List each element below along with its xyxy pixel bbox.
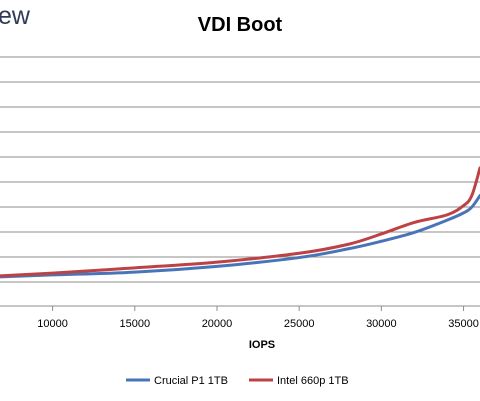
legend: Crucial P1 1TB Intel 660p 1TB xyxy=(126,375,349,387)
x-tick-label-2: 20000 xyxy=(202,318,233,330)
x-ticks: 10000 15000 20000 25000 30000 35000 xyxy=(37,306,479,330)
chart-title: VDI Boot xyxy=(0,14,480,37)
legend-label-0: Crucial P1 1TB xyxy=(154,375,228,387)
logo-text: ew xyxy=(0,2,30,30)
gridlines xyxy=(0,56,480,283)
legend-label-1: Intel 660p 1TB xyxy=(277,375,349,387)
x-tick-label-1: 15000 xyxy=(119,318,150,330)
x-axis-label: IOPS xyxy=(249,339,275,351)
series-line-0 xyxy=(0,194,480,279)
x-tick-label-3: 25000 xyxy=(284,318,315,330)
x-tick-label-0: 10000 xyxy=(37,318,68,330)
x-tick-label-5: 35000 xyxy=(448,318,479,330)
series-lines xyxy=(0,166,480,279)
series-line-1 xyxy=(0,166,480,278)
chart-title-text: VDI Boot xyxy=(197,14,283,36)
x-tick-label-4: 30000 xyxy=(366,318,397,330)
